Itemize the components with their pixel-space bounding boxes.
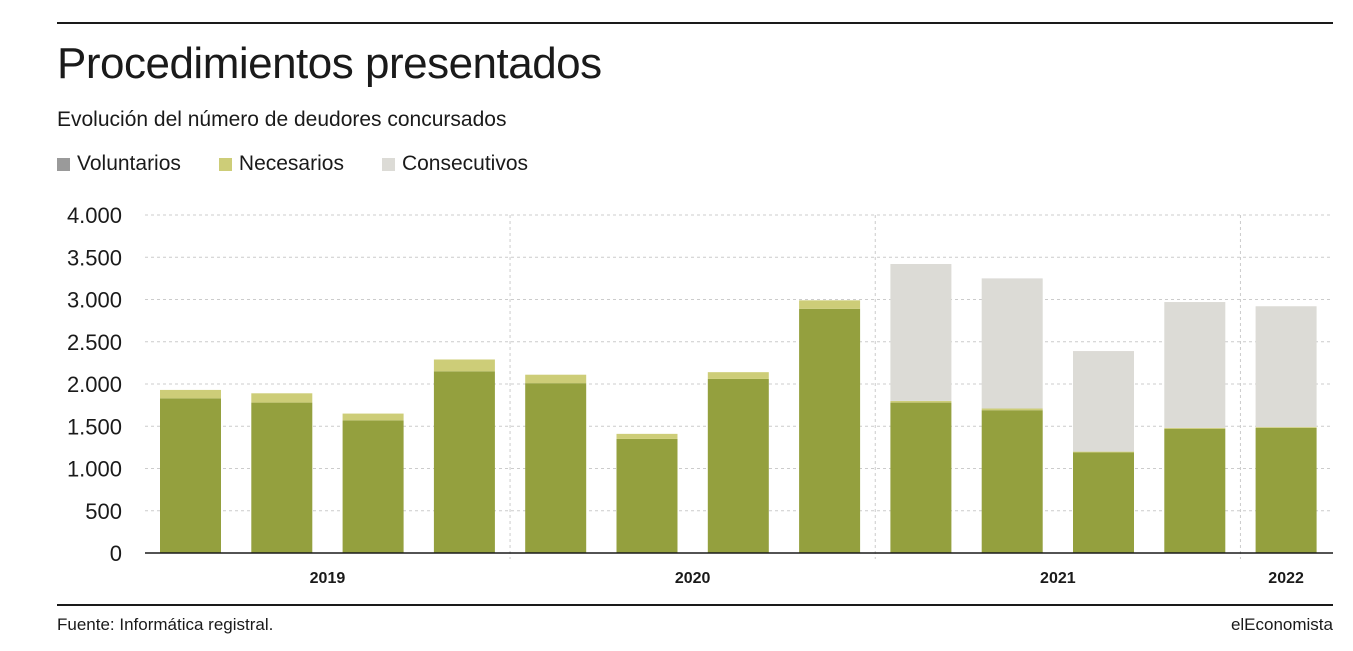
y-tick-label: 1.000 (67, 457, 122, 482)
x-group-label: 2022 (1268, 570, 1304, 587)
bar-necesarios (342, 413, 404, 421)
bar-voluntarios (981, 410, 1043, 553)
top-rule (57, 22, 1333, 24)
bottom-rule (57, 604, 1333, 606)
bar-voluntarios (1164, 428, 1226, 553)
bar-voluntarios (251, 402, 313, 553)
legend-swatch-necesarios (218, 157, 232, 171)
x-group-label: 2020 (675, 570, 711, 587)
bar-voluntarios (160, 398, 221, 553)
legend-item-voluntarios: Voluntarios (57, 150, 181, 178)
bar-voluntarios (707, 378, 769, 553)
bar-consecutivos (1255, 306, 1317, 428)
bar-voluntarios (799, 308, 861, 553)
bar-voluntarios (890, 402, 952, 553)
x-group-label: 2021 (1040, 570, 1076, 587)
bar-necesarios (1073, 451, 1134, 453)
bar-voluntarios (1073, 452, 1134, 553)
bar-consecutivos (981, 278, 1043, 409)
bar-voluntarios (1255, 427, 1317, 553)
bar-voluntarios (616, 438, 678, 553)
y-tick-label: 0 (110, 541, 122, 566)
bar-voluntarios (525, 383, 587, 553)
bar-necesarios (1164, 427, 1226, 429)
bar-chart: 0 500 1.000 1.500 2.000 2.500 3.000 3.500 4.000 2… (67, 203, 1333, 587)
legend: Voluntarios Necesarios Consecutivos (57, 150, 566, 178)
bar-necesarios (981, 408, 1043, 411)
bar-necesarios (1255, 427, 1317, 428)
bar-consecutivos (1164, 302, 1226, 428)
y-tick-label: 3.500 (67, 245, 122, 270)
chart-title: Procedimientos presentados (57, 39, 602, 88)
bar-voluntarios (342, 420, 404, 553)
legend-item-consecutivos: Consecutivos (381, 150, 529, 178)
bar-necesarios (433, 359, 495, 372)
brand-logo: elEconomista (1230, 615, 1333, 634)
y-tick-label: 2.500 (67, 330, 122, 355)
legend-label-necesarios: Necesarios (238, 152, 344, 175)
legend-swatch-consecutivos (381, 157, 395, 171)
bar-necesarios (616, 433, 678, 439)
legend-label-voluntarios: Voluntarios (77, 152, 181, 175)
bar-necesarios (525, 374, 587, 384)
y-tick-label: 1.500 (67, 414, 122, 439)
legend-swatch-voluntarios (57, 157, 70, 171)
bar-consecutivos (1073, 351, 1134, 452)
y-tick-label: 500 (85, 499, 122, 524)
legend-item-necesarios: Necesarios (218, 150, 344, 178)
bar-consecutivos (890, 264, 952, 401)
y-tick-label: 2.000 (67, 372, 122, 397)
x-group-label: 2019 (310, 570, 346, 587)
bar-voluntarios (433, 371, 495, 553)
legend-label-consecutivos: Consecutivos (401, 152, 529, 175)
bar-necesarios (160, 389, 221, 399)
bar-necesarios (707, 372, 769, 379)
bar-necesarios (890, 400, 952, 403)
source-note: Fuente: Informática registral. (57, 615, 274, 634)
bar-necesarios (799, 300, 861, 309)
bar-necesarios (251, 393, 313, 403)
y-tick-label: 4.000 (67, 203, 122, 228)
y-tick-label: 3.000 (67, 288, 122, 313)
chart-subtitle: Evolución del número de deudores concurs… (57, 108, 507, 131)
